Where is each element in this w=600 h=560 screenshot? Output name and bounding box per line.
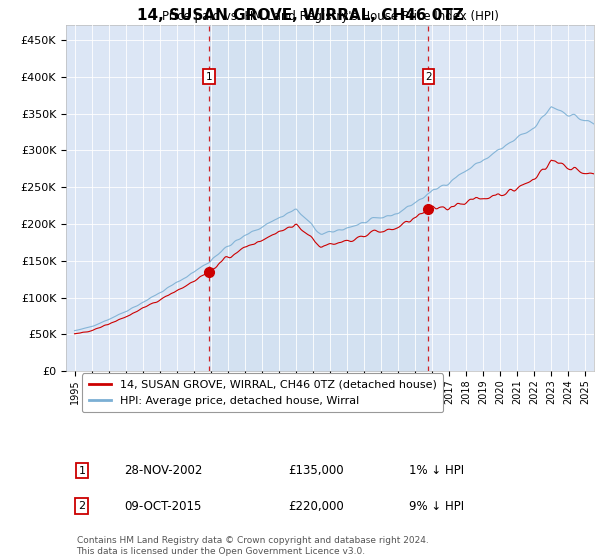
Text: £220,000: £220,000 <box>288 500 344 513</box>
Text: 09-OCT-2015: 09-OCT-2015 <box>124 500 202 513</box>
Text: 1: 1 <box>79 466 85 475</box>
Title: Price paid vs. HM Land Registry's House Price Index (HPI): Price paid vs. HM Land Registry's House … <box>161 10 499 22</box>
Text: 1: 1 <box>206 72 212 82</box>
Text: 9% ↓ HPI: 9% ↓ HPI <box>409 500 464 513</box>
Text: 1% ↓ HPI: 1% ↓ HPI <box>409 464 464 477</box>
Text: £135,000: £135,000 <box>288 464 343 477</box>
Text: 14, SUSAN GROVE, WIRRAL, CH46 0TZ: 14, SUSAN GROVE, WIRRAL, CH46 0TZ <box>137 8 463 24</box>
Text: Contains HM Land Registry data © Crown copyright and database right 2024.
This d: Contains HM Land Registry data © Crown c… <box>77 536 428 556</box>
Text: 2: 2 <box>425 72 432 82</box>
Text: 2: 2 <box>78 501 85 511</box>
Text: 28-NOV-2002: 28-NOV-2002 <box>124 464 202 477</box>
Legend: 14, SUSAN GROVE, WIRRAL, CH46 0TZ (detached house), HPI: Average price, detached: 14, SUSAN GROVE, WIRRAL, CH46 0TZ (detac… <box>82 374 443 412</box>
